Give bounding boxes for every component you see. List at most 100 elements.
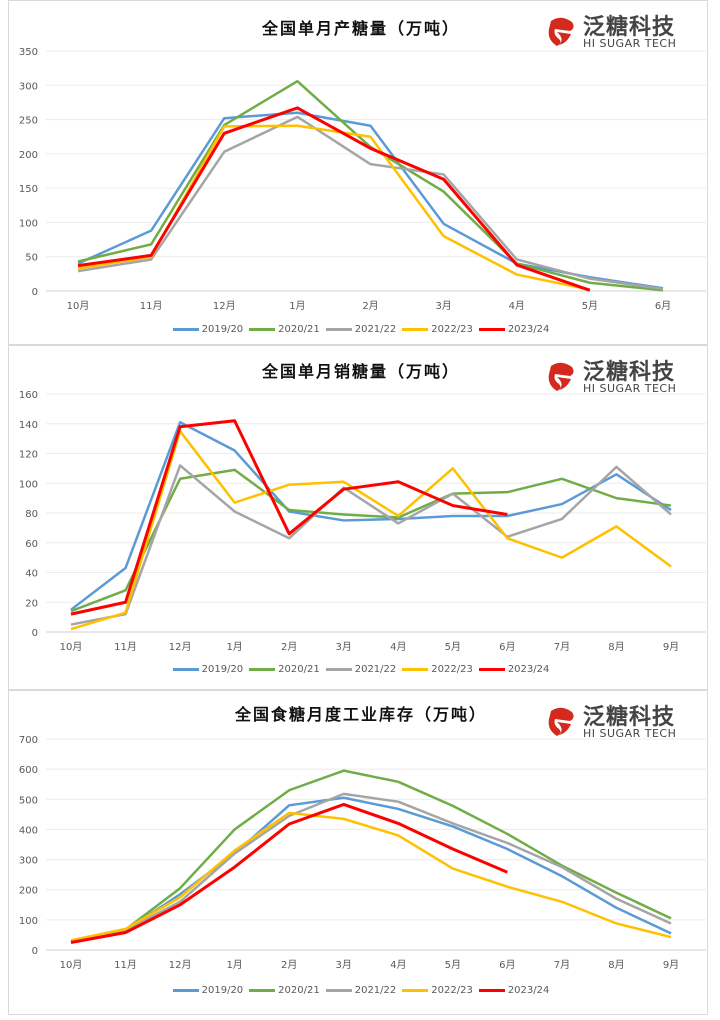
x-tick-label: 7月: [554, 641, 570, 653]
legend-swatch: [172, 668, 199, 671]
series-line-2022-23: [70, 429, 672, 631]
legend-item: 2023/24: [478, 664, 550, 675]
logo-mark-icon: [546, 361, 576, 391]
y-tick-label: 600: [19, 765, 38, 776]
x-tick-label: 11月: [140, 300, 163, 312]
chart-legend: 2019/20 2020/21 2021/22 2022/23 2023/24: [1, 324, 720, 335]
x-tick-label: 4月: [509, 300, 525, 312]
x-tick-label: 6月: [655, 300, 671, 312]
legend-swatch: [402, 668, 429, 671]
legend-swatch: [478, 668, 505, 671]
hi-sugar-tech-logo: 泛糖科技 HI SUGAR TECH: [543, 11, 693, 55]
line-chart-3: 0 100 200 300 400 500 600 700 10月 11月 12月 1月 2月 3月 4月 5…: [19, 735, 706, 971]
x-tick-label: 11月: [114, 959, 137, 971]
legend-item: 2019/20: [172, 324, 243, 335]
legend-item: 2020/21: [249, 324, 320, 335]
legend-item: 2021/22: [325, 324, 397, 335]
x-tick-label: 11月: [114, 641, 137, 653]
logo-mark-icon: [546, 706, 576, 736]
chart-title: 全国单月销糖量（万吨）: [261, 362, 460, 381]
x-tick-label: 2月: [362, 300, 378, 312]
legend-item: 2023/24: [478, 324, 550, 335]
y-tick-label: 700: [19, 735, 38, 746]
x-tick-label: 3月: [336, 641, 352, 653]
x-tick-label: 10月: [67, 300, 90, 312]
x-tick-label: 6月: [499, 959, 515, 971]
x-tick-label: 10月: [60, 959, 83, 971]
legend-label: 2020/21: [278, 985, 320, 996]
series-line-2022-23: [77, 124, 591, 291]
x-tick-label: 12月: [169, 641, 192, 653]
logo-en-text: HI SUGAR TECH: [583, 382, 677, 395]
y-tick-label: 160: [19, 390, 38, 401]
chart-panel-3: 0 100 200 300 400 500 600 700 10月 11月 12月 1月 2月 3月 4月 5…: [8, 690, 708, 1015]
x-tick-label: 2月: [281, 959, 297, 971]
y-tick-label: 0: [32, 628, 38, 639]
legend-swatch: [478, 328, 505, 331]
logo-cn-text: 泛糖科技: [583, 15, 676, 40]
series-line-2021-22: [70, 792, 672, 943]
series-line-2020-21: [77, 79, 664, 292]
legend-label: 2021/22: [354, 324, 397, 335]
legend-label: 2023/24: [507, 985, 550, 996]
y-tick-label: 40: [25, 569, 38, 580]
hi-sugar-tech-logo: 泛糖科技 HI SUGAR TECH: [543, 701, 693, 745]
legend-label: 2020/21: [278, 664, 320, 675]
chart-panel-1: 0 50 100 150 200 250 300 350 10月 11月 12月 1月 2月 3月 4月 5月…: [8, 0, 708, 345]
y-tick-label: 400: [19, 825, 38, 836]
y-tick-label: 60: [25, 539, 38, 550]
y-tick-label: 140: [19, 420, 38, 431]
y-tick-label: 0: [32, 946, 38, 957]
legend-label: 2023/24: [507, 664, 550, 675]
x-tick-label: 5月: [445, 641, 461, 653]
legend-label: 2022/23: [431, 985, 473, 996]
legend-item: 2020/21: [249, 985, 320, 996]
legend-label: 2020/21: [278, 324, 320, 335]
legend-swatch: [325, 328, 352, 331]
x-tick-label: 1月: [289, 300, 305, 312]
x-tick-label: 1月: [226, 641, 242, 653]
chart-panel-2: 0 20 40 60 80 100 120 140 160 10月 11月 12月 1月 2月 3月 4月 5月…: [8, 345, 708, 690]
legend-label: 2022/23: [431, 324, 473, 335]
series-line-2020-21: [70, 769, 672, 943]
series-line-2021-22: [70, 464, 672, 626]
x-tick-label: 10月: [60, 641, 83, 653]
logo-mark-icon: [546, 16, 576, 46]
series-line-2022-23: [70, 811, 672, 942]
y-tick-label: 120: [19, 450, 38, 461]
x-tick-label: 9月: [663, 641, 679, 653]
y-tick-label: 250: [19, 116, 38, 127]
series-line-2023-24: [77, 106, 591, 292]
y-tick-label: 50: [25, 253, 38, 264]
x-tick-label: 2月: [281, 641, 297, 653]
y-tick-label: 0: [32, 287, 38, 298]
legend-label: 2023/24: [507, 324, 550, 335]
series-line-2020-21: [70, 468, 672, 613]
chart-title: 全国食糖月度工业库存（万吨）: [234, 705, 487, 724]
y-tick-label: 200: [19, 886, 38, 897]
x-tick-label: 4月: [390, 641, 406, 653]
legend-label: 2021/22: [354, 985, 397, 996]
y-tick-label: 20: [25, 598, 38, 609]
legend-label: 2021/22: [354, 664, 397, 675]
legend-swatch: [249, 328, 276, 331]
chart-legend: 2019/20 2020/21 2021/22 2022/23 2023/24: [1, 985, 720, 996]
y-tick-label: 200: [19, 150, 38, 161]
x-tick-label: 8月: [608, 959, 624, 971]
x-tick-label: 12月: [169, 959, 192, 971]
legend-swatch: [402, 328, 429, 331]
logo-en-text: HI SUGAR TECH: [583, 727, 677, 740]
logo-en-text: HI SUGAR TECH: [583, 37, 677, 50]
y-tick-label: 100: [19, 218, 38, 229]
legend-item: 2023/24: [478, 985, 550, 996]
legend-item: 2021/22: [325, 985, 397, 996]
series-line-2021-22: [77, 115, 664, 291]
legend-label: 2022/23: [431, 664, 473, 675]
y-tick-label: 350: [19, 47, 38, 58]
legend-item: 2022/23: [402, 985, 473, 996]
series-line-2019-20: [70, 796, 672, 943]
legend-swatch: [325, 668, 352, 671]
x-tick-label: 1月: [226, 959, 242, 971]
legend-item: 2021/22: [325, 664, 397, 675]
legend-label: 2019/20: [201, 985, 244, 996]
